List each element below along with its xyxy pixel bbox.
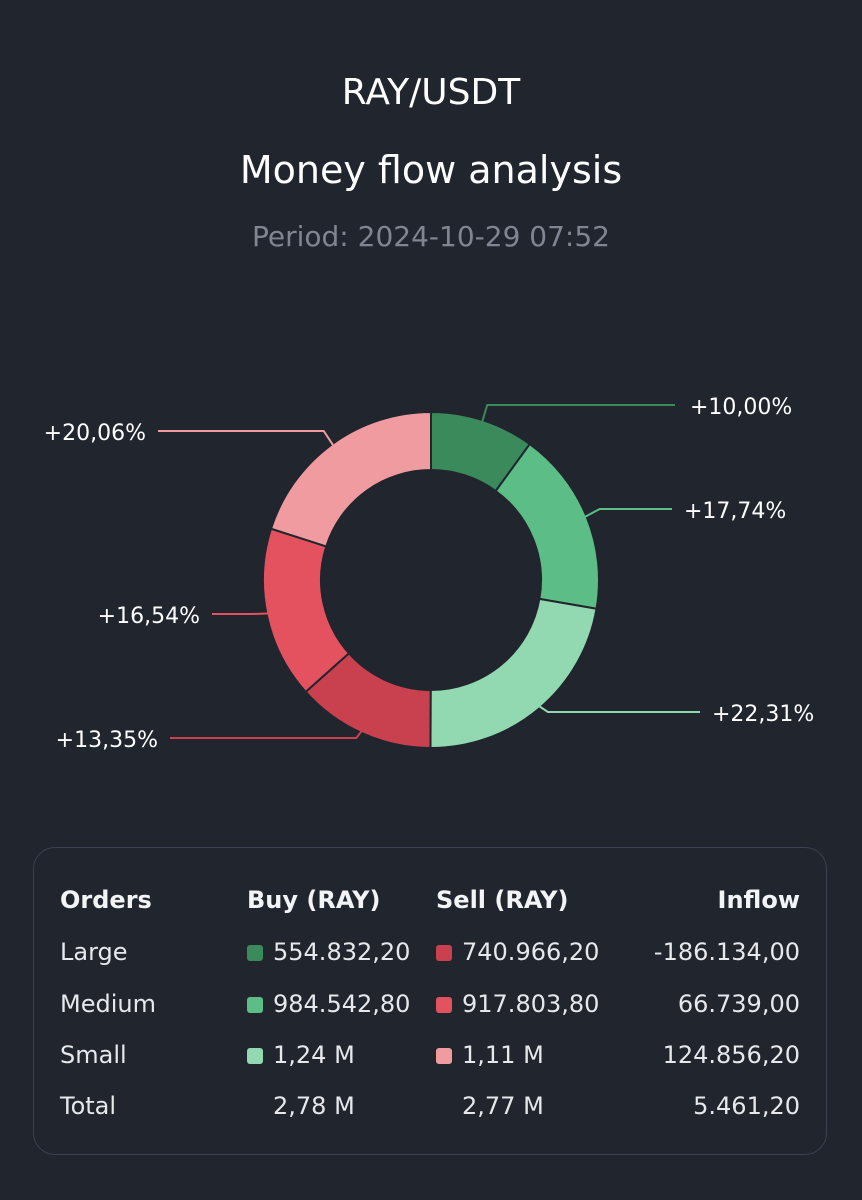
sell-swatch [436, 1048, 452, 1064]
leader-line [170, 725, 367, 739]
inflow-value: 66.739,00 [677, 990, 800, 1018]
total-sell: 2,77 M [462, 1092, 544, 1120]
sell-value: 740.966,20 [462, 938, 600, 966]
sell-cell: 740.966,20 [436, 932, 599, 972]
buy-value: 984.542,80 [273, 990, 411, 1018]
row-label: Medium [60, 990, 156, 1018]
buy-swatch [247, 997, 263, 1013]
buy-value: 1,24 M [273, 1041, 355, 1069]
table-row: Large 554.832,20 740.966,20 -186.134,00 [34, 932, 826, 972]
buy-swatch [247, 1048, 263, 1064]
slice-label: +22,31% [712, 702, 814, 727]
buy-cell: 1,24 M [247, 1035, 355, 1075]
slice-label: +16,54% [98, 604, 200, 629]
sell-value: 917.803,80 [462, 990, 600, 1018]
inflow-value: 124.856,20 [662, 1041, 800, 1069]
sell-cell: 1,11 M [436, 1035, 544, 1075]
donut-slice [429, 597, 598, 749]
row-label: Small [60, 1041, 127, 1069]
period-value: 2024-10-29 07:52 [357, 220, 610, 253]
header-buy: Buy (RAY) [247, 886, 381, 914]
total-label: Total [60, 1092, 117, 1120]
header-orders: Orders [60, 886, 152, 914]
period-text: Period: 2024-10-29 07:52 [0, 220, 862, 253]
table-total-row: Total 2,78 M 2,77 M 5.461,20 [34, 1086, 826, 1126]
leader-line [479, 404, 675, 429]
slice-label: +20,06% [44, 421, 146, 446]
buy-cell: 554.832,20 [247, 932, 410, 972]
slice-label: +13,35% [56, 728, 158, 753]
header-sell: Sell (RAY) [436, 886, 569, 914]
inflow-value: -186.134,00 [653, 938, 800, 966]
sell-cell: 917.803,80 [436, 984, 599, 1024]
pair-title: RAY/USDT [341, 72, 521, 113]
sell-value: 1,11 M [462, 1041, 544, 1069]
total-inflow: 5.461,20 [693, 1092, 800, 1120]
money-flow-donut-chart: +10,00% +17,74% +22,31% +13,35% +16,54% +20,0… [44, 395, 815, 753]
period-label: Period: [252, 220, 349, 253]
leader-line [578, 508, 672, 521]
total-buy: 2,78 M [273, 1092, 355, 1120]
leader-line [533, 701, 700, 713]
sell-swatch [436, 945, 452, 961]
leader-line [212, 612, 275, 615]
orders-table: Orders Buy (RAY) Sell (RAY) Inflow Large… [33, 847, 827, 1155]
page-title: Money flow analysis [239, 148, 623, 192]
table-row: Small 1,24 M 1,11 M 124.856,20 [34, 1035, 826, 1075]
buy-swatch [247, 945, 263, 961]
donut-slice [494, 442, 600, 610]
sell-swatch [436, 997, 452, 1013]
donut-slice [269, 410, 432, 548]
slice-label: +10,00% [690, 395, 792, 420]
table-row: Medium 984.542,80 917.803,80 66.739,00 [34, 984, 826, 1024]
table-header-row: Orders Buy (RAY) Sell (RAY) Inflow [34, 880, 826, 920]
leader-line [158, 430, 338, 452]
buy-cell: 984.542,80 [247, 984, 410, 1024]
slice-label: +17,74% [684, 499, 786, 524]
header-inflow: Inflow [717, 886, 800, 914]
row-label: Large [60, 938, 128, 966]
buy-value: 554.832,20 [273, 938, 411, 966]
